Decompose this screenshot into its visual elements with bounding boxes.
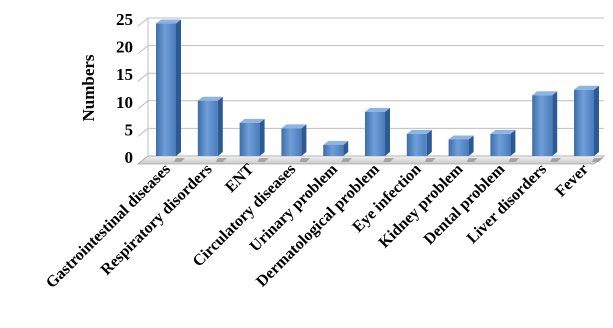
bar <box>406 129 436 162</box>
bar-front <box>156 23 176 156</box>
bar <box>281 124 311 162</box>
gridline-side <box>137 128 149 137</box>
bar <box>323 140 353 162</box>
bar <box>197 96 227 162</box>
bar-shadow <box>550 158 562 162</box>
y-tick-label: 0 <box>125 148 134 167</box>
bar-shadow <box>341 158 353 162</box>
bar-top <box>490 129 516 134</box>
gridline-side <box>137 72 149 82</box>
bar-front <box>239 122 260 156</box>
bar-side <box>552 91 558 156</box>
bar-shadow <box>592 158 603 162</box>
bar-shadow <box>174 158 185 162</box>
gridline-side <box>137 45 149 54</box>
bars <box>156 19 603 162</box>
bar-top <box>532 91 558 96</box>
bar-front <box>448 139 469 156</box>
bar-side <box>385 107 390 156</box>
bar <box>448 135 478 162</box>
y-axis-ticks: 0 5 10 15 20 25 <box>116 10 133 167</box>
bar-top <box>365 107 390 112</box>
bar <box>532 91 562 162</box>
gridline-side <box>137 100 149 110</box>
bar-side <box>594 85 599 156</box>
bar-side <box>426 129 432 156</box>
bar-shadow <box>466 158 478 162</box>
bar-side <box>468 135 474 156</box>
bar-shadow <box>508 158 520 162</box>
bar-top <box>448 135 474 140</box>
bar-top <box>239 118 265 123</box>
bar-top <box>281 124 307 129</box>
bar <box>239 118 269 162</box>
bar-front <box>281 128 302 156</box>
bar-top <box>574 85 599 90</box>
y-tick-label: 10 <box>116 93 133 112</box>
y-axis-title: Numbers <box>79 54 98 121</box>
y-tick-label: 5 <box>125 120 134 139</box>
bar-side <box>301 124 307 156</box>
bar-front <box>532 95 553 156</box>
bar <box>574 85 603 162</box>
y-tick-label: 25 <box>116 10 133 29</box>
gridline-side <box>137 17 149 27</box>
x-tick-label: Fever <box>552 161 592 201</box>
bar-shadow <box>383 158 394 162</box>
bar-front <box>490 133 511 156</box>
bar-side <box>343 140 349 156</box>
bar-top <box>406 129 432 134</box>
bar-front <box>365 111 385 156</box>
bar <box>365 107 394 162</box>
x-tick-label: ENT <box>222 161 258 197</box>
bar-top <box>197 96 223 101</box>
bar-side <box>217 96 223 156</box>
bar-shadow <box>299 158 311 162</box>
y-tick-label: 20 <box>116 38 133 57</box>
bar-front <box>406 133 427 156</box>
bar-front <box>323 144 344 156</box>
bar-side <box>510 129 516 156</box>
bar-shadow <box>257 158 269 162</box>
bar-top <box>156 19 181 24</box>
bar-shadow <box>424 158 436 162</box>
bar <box>490 129 520 162</box>
bar-front <box>574 89 594 156</box>
bar-side <box>176 19 181 156</box>
bar <box>156 19 185 162</box>
bar-side <box>259 118 265 156</box>
y-tick-label: 15 <box>116 65 133 84</box>
bar-top <box>323 140 349 145</box>
gridlines <box>137 17 604 165</box>
bar-shadow <box>215 158 227 162</box>
bar-front <box>197 100 218 156</box>
